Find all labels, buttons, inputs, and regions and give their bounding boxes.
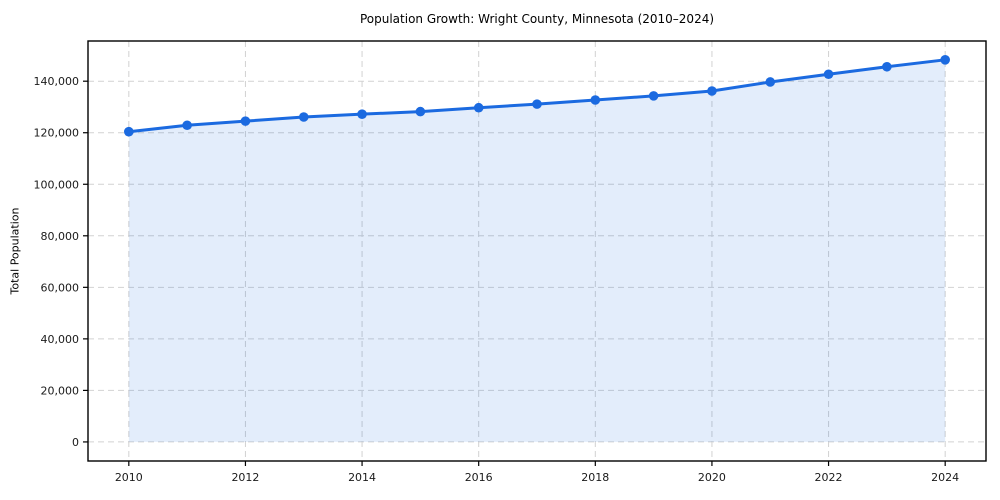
data-point (532, 99, 542, 109)
y-tick-label: 0 (72, 436, 79, 449)
x-tick-label: 2022 (815, 471, 843, 484)
y-tick-label: 20,000 (41, 384, 80, 397)
data-point (298, 112, 309, 122)
data-point (415, 106, 426, 117)
x-tick-label: 2012 (231, 471, 259, 484)
data-point (765, 77, 776, 87)
y-tick-label: 40,000 (41, 333, 80, 346)
data-point (707, 86, 717, 96)
y-tick-label: 120,000 (34, 127, 80, 140)
y-tick-label: 80,000 (41, 230, 80, 243)
area-fill (128, 59, 946, 442)
data-point (357, 109, 367, 119)
x-tick-label: 2016 (465, 471, 493, 484)
x-tick-label: 2014 (348, 471, 376, 484)
data-point (882, 61, 892, 72)
data-point (823, 69, 834, 80)
chart-title: Population Growth: Wright County, Minnes… (359, 12, 715, 26)
plot-border (87, 40, 987, 462)
data-point (940, 55, 950, 65)
y-tick-label: 100,000 (34, 178, 80, 191)
y-tick-label: 60,000 (41, 281, 80, 294)
x-tick-label: 2024 (931, 471, 959, 484)
data-point (182, 120, 192, 131)
data-point (590, 95, 601, 105)
data-point (648, 91, 659, 101)
x-tick-label: 2010 (115, 471, 143, 484)
data-point (124, 126, 134, 137)
data-point (473, 102, 484, 113)
y-tick-label: 140,000 (34, 75, 80, 88)
data-point (240, 116, 251, 126)
x-tick-label: 2018 (581, 471, 609, 484)
x-tick-label: 2020 (698, 471, 726, 484)
